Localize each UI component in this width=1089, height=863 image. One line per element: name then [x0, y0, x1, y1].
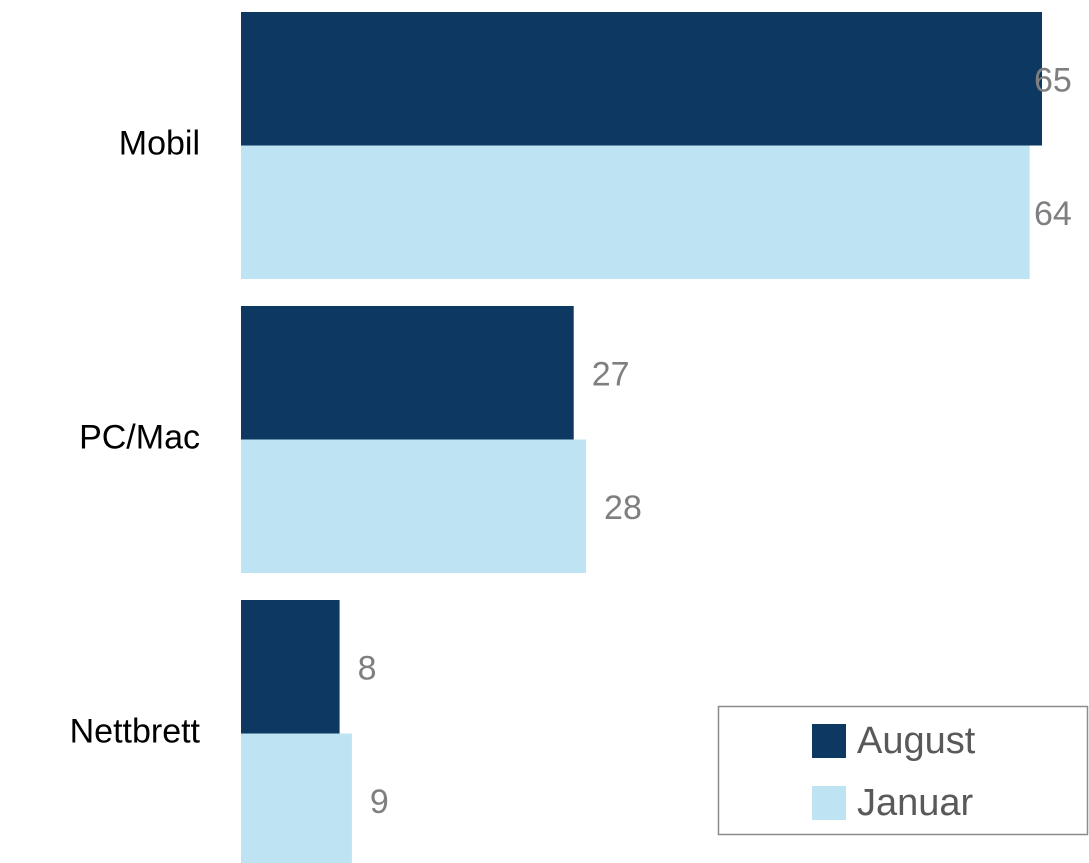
value-label: 8	[358, 650, 377, 688]
bar	[241, 733, 352, 863]
value-label: 65	[1034, 62, 1072, 100]
bar	[241, 600, 340, 734]
bar	[241, 439, 587, 573]
legend-swatch	[812, 786, 846, 820]
value-label: 9	[370, 783, 389, 821]
legend-label: Januar	[857, 782, 974, 824]
legend-label: August	[857, 720, 976, 762]
legend-swatch	[812, 724, 846, 758]
value-label: 28	[604, 489, 642, 527]
bar	[241, 145, 1030, 279]
bar	[241, 12, 1042, 146]
category-label: Mobil	[119, 124, 200, 162]
value-label: 64	[1034, 195, 1072, 233]
bar	[241, 306, 574, 440]
category-label: Nettbrett	[70, 712, 201, 750]
value-label: 27	[592, 356, 630, 394]
category-label: PC/Mac	[79, 418, 200, 456]
legend-box	[717, 705, 1089, 836]
